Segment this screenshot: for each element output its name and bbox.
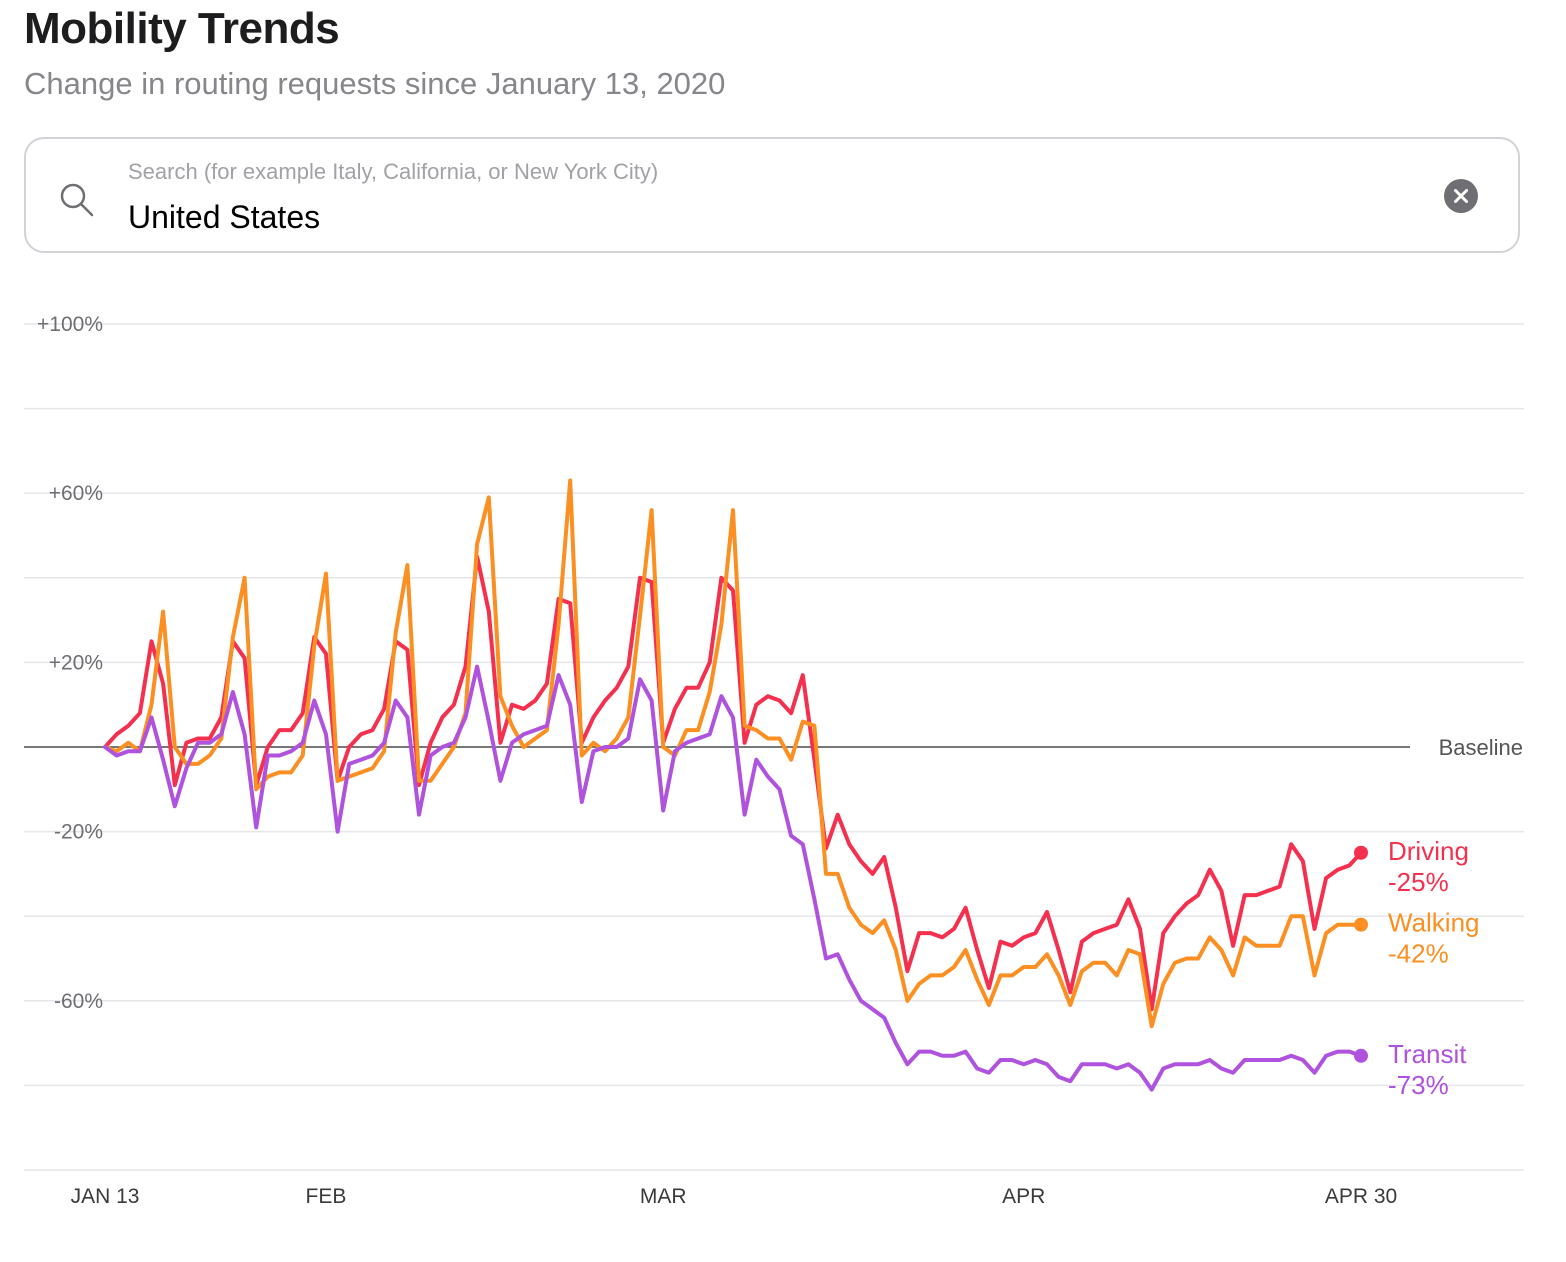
series-line-transit	[103, 664, 1363, 1092]
baseline-label: Baseline	[1439, 735, 1523, 760]
search-input[interactable]: United States	[128, 199, 321, 235]
y-tick-label: -60%	[54, 990, 103, 1013]
series-value-label: -42%	[1388, 939, 1449, 969]
mobility-chart: +100% +60% +20% -20% -60% JAN 13 FEB MAR APR APR…	[24, 313, 1524, 1208]
search-icon	[58, 181, 96, 219]
y-tick-label: +60%	[49, 482, 103, 505]
series-name-label: Transit	[1388, 1039, 1467, 1069]
page-subtitle: Change in routing requests since January…	[24, 66, 726, 101]
search-placeholder: Search (for example Italy, California, o…	[128, 159, 659, 184]
series	[103, 478, 1368, 1092]
grid	[24, 323, 1524, 1171]
page-title: Mobility Trends	[24, 4, 340, 53]
y-tick-label: +100%	[37, 313, 103, 336]
series-end-dot-walking	[1354, 917, 1368, 932]
series-value-label: -25%	[1388, 867, 1449, 897]
series-labels: Driving-25% Walking-42% Transit-73%	[1388, 836, 1480, 1100]
series-line-driving	[103, 554, 1363, 1012]
x-tick-label: APR 30	[1325, 1185, 1397, 1208]
x-axis: JAN 13 FEB MAR APR APR 30	[71, 1185, 1398, 1208]
close-icon	[1454, 189, 1468, 203]
y-tick-label: +20%	[49, 651, 103, 674]
series-name-label: Walking	[1388, 908, 1480, 938]
series-line-walking	[103, 478, 1363, 1029]
series-name-label: Driving	[1388, 836, 1469, 866]
search-field[interactable]: Search (for example Italy, California, o…	[24, 137, 1520, 253]
x-tick-label: FEB	[306, 1185, 347, 1208]
y-axis: +100% +60% +20% -20% -60%	[37, 313, 103, 1013]
x-tick-label: MAR	[640, 1185, 687, 1208]
x-tick-label: APR	[1002, 1185, 1045, 1208]
series-end-dot-driving	[1354, 845, 1368, 860]
series-end-dot-transit	[1354, 1048, 1368, 1063]
clear-search-button[interactable]	[1444, 179, 1478, 213]
series-value-label: -73%	[1388, 1070, 1449, 1100]
y-tick-label: -20%	[54, 821, 103, 844]
x-tick-label: JAN 13	[71, 1185, 140, 1208]
